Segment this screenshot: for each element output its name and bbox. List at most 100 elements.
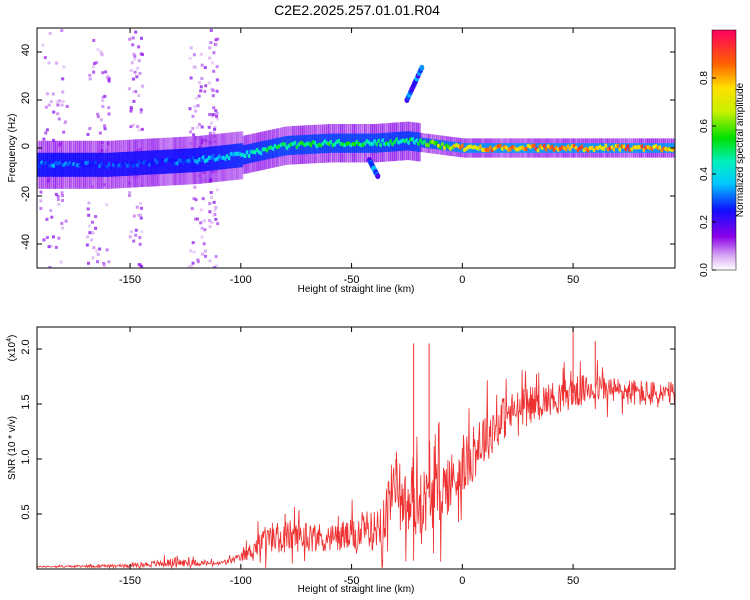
heatmap-speckle [199, 85, 203, 89]
heatmap-speckle [212, 51, 216, 55]
heatmap-speckle [92, 38, 96, 42]
heatmap-speckle [88, 127, 92, 131]
heatmap-speckle [140, 206, 144, 210]
heatmap-speckle [203, 228, 207, 232]
heatmap-speckle [209, 28, 213, 32]
heatmap-speckle [56, 194, 60, 198]
heatmap-speckle [197, 94, 201, 98]
heatmap-speckle [44, 131, 48, 135]
heatmap-speckle [209, 41, 213, 45]
heatmap-speckle [101, 105, 105, 109]
heatmap-speckle [91, 256, 95, 260]
heatmap-speckle [101, 99, 105, 103]
snr-ytick-label: 1.5 [20, 394, 32, 409]
heatmap-speckle [96, 115, 100, 119]
heatmap-speckle [215, 89, 219, 93]
heatmap-speckle [60, 199, 64, 203]
heatmap-speckle [61, 77, 65, 81]
heatmap-speckle [189, 76, 193, 80]
heatmap-speckle [139, 52, 143, 56]
heatmap-speckle [139, 216, 143, 220]
heatmap-band [230, 144, 234, 169]
heatmap-speckle [215, 264, 219, 268]
snr-panel: -150 -100 -50 0 50 0.5 1.0 1.5 2.0 Height of str… [6, 326, 676, 595]
heatmap-speckle [192, 133, 196, 137]
heatmap-speckle [214, 205, 218, 209]
heatmap-speckle [107, 76, 111, 80]
heatmap-speckle [137, 59, 141, 63]
heatmap-speckle [61, 226, 65, 230]
heatmap-speckle [208, 210, 212, 214]
heatmap-speckle [188, 107, 192, 111]
heatmap-speckle [107, 260, 111, 264]
heatmap-speckle [134, 90, 138, 94]
heatmap-speckle [42, 238, 46, 242]
heatmap-speckle [202, 219, 206, 223]
snr-xlabel: Height of straight line (km) [298, 584, 415, 595]
heatmap-speckle [194, 96, 198, 100]
heatmap-speckle [128, 191, 132, 195]
heatmap-speckle [132, 214, 136, 218]
heatmap-speckle [62, 65, 66, 69]
heatmap-speckle [215, 65, 219, 69]
heatmap-band [537, 143, 541, 153]
heatmap-speckle [211, 113, 215, 117]
colorbar-tick-label: 0.6 [699, 119, 710, 133]
heatmap-speckle [133, 57, 137, 61]
heatmap-speckle [191, 127, 195, 131]
heatmap-speckle [213, 208, 217, 212]
heatmap-speckle [214, 217, 218, 221]
snr-series [37, 327, 675, 569]
heatmap-speckle [128, 235, 132, 239]
heatmap-speckle [57, 117, 61, 121]
heatmap-speckle [193, 105, 197, 109]
heatmap-speckle [60, 103, 64, 107]
spectrogram-xtick-label: 0 [459, 274, 465, 286]
spectrogram-ytick-label: 0 [20, 143, 32, 149]
heatmap-speckle [92, 62, 96, 66]
heatmap-speckle [127, 87, 131, 91]
snr-xtick-label: -100 [230, 575, 252, 587]
heatmap-speckle [139, 110, 143, 114]
heatmap-speckle [135, 75, 139, 79]
heatmap-speckle [107, 106, 111, 110]
heatmap-speckle [52, 110, 56, 114]
heatmap-speckle [190, 207, 194, 211]
heatmap-speckle [107, 112, 111, 116]
heatmap-speckle [47, 61, 51, 65]
heatmap-speckle [215, 78, 219, 82]
heatmap-speckle [96, 48, 100, 52]
heatmap-speckle [92, 70, 96, 74]
heatmap-speckle [101, 95, 105, 99]
heatmap-speckle [211, 114, 215, 118]
heatmap-speckle [210, 87, 214, 91]
heatmap-speckle [209, 191, 213, 195]
heatmap-speckle [192, 53, 196, 57]
heatmap-speckle [189, 249, 193, 253]
heatmap-speckle [138, 242, 142, 246]
snr-ylabel: SNR (10 * v/v) [7, 416, 18, 480]
heatmap-speckle [47, 103, 51, 107]
heatmap-speckle [39, 190, 43, 194]
heatmap-speckle [202, 242, 206, 246]
heatmap-speckle [54, 61, 58, 65]
chart-title: C2E2.2025.257.01.01.R04 [274, 2, 440, 18]
colorbar-tick-label: 0.8 [699, 71, 710, 85]
heatmap-speckle [208, 131, 212, 135]
heatmap-speckle [131, 77, 135, 81]
heatmap-speckle [107, 78, 111, 82]
heatmap-speckle [189, 264, 193, 268]
spectrogram-xtick-label: -100 [230, 274, 252, 286]
heatmap-speckle [192, 250, 196, 254]
heatmap-speckle [133, 70, 137, 74]
heatmap-speckle [100, 53, 104, 57]
snr-xtick-label: -50 [344, 575, 360, 587]
heatmap-speckle [132, 239, 136, 243]
heatmap-speckle [129, 68, 133, 72]
heatmap-speckle [210, 195, 214, 199]
spectrogram-xtick-label: -50 [344, 274, 360, 286]
heatmap-speckle [137, 45, 141, 49]
heatmap-speckle [208, 219, 212, 223]
heatmap-speckle [139, 213, 143, 217]
heatmap-speckle [42, 137, 46, 141]
